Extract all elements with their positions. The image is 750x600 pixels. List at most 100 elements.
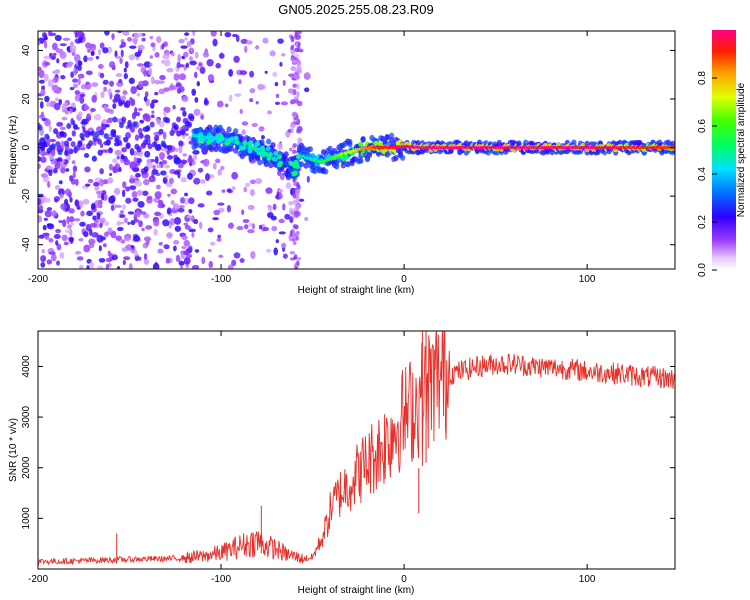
heatmap-cell xyxy=(148,67,153,76)
heatmap-cell xyxy=(183,239,190,247)
heatmap-cell xyxy=(46,223,55,230)
heatmap-cell xyxy=(70,141,76,148)
heatmap-cell xyxy=(193,108,201,116)
colorbar-tick-label: 0.4 xyxy=(697,167,708,181)
colorbar: 0.0 0.2 0.4 0.6 0.8 Normalized spectral ampl… xyxy=(697,30,747,277)
heatmap-cell xyxy=(180,177,187,183)
heatmap-cell xyxy=(111,254,119,261)
heatmap-cell xyxy=(46,166,54,170)
heatmap-cell xyxy=(287,88,294,94)
heatmap-cell xyxy=(59,252,65,259)
heatmap-cell xyxy=(187,157,194,164)
heatmap-cell xyxy=(243,186,248,193)
heatmap-cell xyxy=(251,145,257,151)
heatmap-cell xyxy=(290,35,295,43)
heatmap-cell xyxy=(345,161,351,168)
heatmap-cell xyxy=(276,142,284,151)
heatmap-cell xyxy=(138,132,144,139)
heatmap-cell xyxy=(121,116,127,123)
heatmap-cell xyxy=(296,181,300,189)
heatmap-cell xyxy=(523,139,529,146)
heatmap-cell xyxy=(105,257,113,263)
heatmap-cell xyxy=(231,259,237,267)
y-tick-label: -40 xyxy=(21,237,32,252)
heatmap-cell xyxy=(121,41,127,48)
heatmap-cell xyxy=(244,182,251,187)
heatmap-cell xyxy=(184,37,188,41)
heatmap-cell xyxy=(183,222,189,226)
heatmap-cell xyxy=(61,141,65,149)
heatmap-cell xyxy=(296,100,303,107)
heatmap-cell xyxy=(212,38,218,47)
heatmap-cell xyxy=(255,100,259,105)
heatmap-cell xyxy=(93,113,102,121)
heatmap-cell xyxy=(162,131,167,140)
heatmap-cell xyxy=(224,32,232,38)
heatmap-cell xyxy=(82,105,90,110)
heatmap-cell xyxy=(184,32,190,36)
heatmap-cell xyxy=(122,181,127,189)
heatmap-cell xyxy=(297,41,301,47)
heatmap-cell xyxy=(142,190,149,196)
heatmap-cell xyxy=(289,73,293,78)
heatmap-cell xyxy=(118,166,122,173)
heatmap-cell xyxy=(123,67,127,73)
heatmap-cell xyxy=(296,63,301,68)
heatmap-cell xyxy=(184,192,188,197)
heatmap-cell xyxy=(168,85,175,91)
x-tick-label: 100 xyxy=(579,574,596,585)
heatmap-cell xyxy=(74,54,81,63)
heatmap-cell xyxy=(188,228,196,233)
heatmap-cell xyxy=(175,82,182,88)
heatmap-cell xyxy=(72,78,79,83)
heatmap-cell xyxy=(144,91,149,98)
heatmap-cell xyxy=(64,140,70,147)
heatmap-cell xyxy=(66,46,70,51)
heatmap-cell xyxy=(118,122,124,129)
heatmap-cell xyxy=(72,83,78,89)
heatmap-cell xyxy=(91,94,97,103)
heatmap-cell xyxy=(296,256,302,261)
heatmap-cell xyxy=(209,137,215,143)
heatmap-cell xyxy=(290,127,294,133)
heatmap-cell xyxy=(44,95,50,103)
heatmap-cell xyxy=(65,188,71,196)
heatmap-cell xyxy=(90,108,96,113)
heatmap-cell xyxy=(112,116,118,123)
heatmap-cell xyxy=(165,175,169,179)
heatmap-cell xyxy=(103,86,108,92)
heatmap-cell xyxy=(42,141,48,148)
x-tick-label: -200 xyxy=(28,574,48,585)
heatmap-cell xyxy=(150,76,155,85)
heatmap-cell xyxy=(294,47,300,53)
heatmap-cell xyxy=(292,74,298,80)
heatmap-cell xyxy=(132,197,139,202)
heatmap-cell xyxy=(270,215,277,221)
heatmap-cell xyxy=(167,144,173,151)
heatmap-cell xyxy=(86,265,90,269)
heatmap-cell xyxy=(121,147,127,153)
heatmap-cell xyxy=(294,266,298,269)
heatmap-cell xyxy=(278,231,286,235)
heatmap-cell xyxy=(38,215,43,223)
heatmap-noise-layer xyxy=(38,31,311,269)
heatmap-cell xyxy=(145,125,151,132)
heatmap-cell xyxy=(296,31,303,35)
heatmap-cell xyxy=(267,205,273,212)
heatmap-cell xyxy=(50,160,55,165)
heatmap-cell xyxy=(67,137,73,142)
heatmap-cell xyxy=(133,156,138,164)
heatmap-cell xyxy=(206,59,214,67)
heatmap-cell xyxy=(216,138,222,144)
heatmap-cell xyxy=(56,260,60,266)
heatmap-cell xyxy=(82,198,90,205)
heatmap-cell xyxy=(47,79,54,88)
heatmap-cell xyxy=(146,195,153,201)
heatmap-cell xyxy=(99,129,105,136)
heatmap-cell xyxy=(265,248,272,253)
heatmap-cell xyxy=(278,218,285,224)
heatmap-cell xyxy=(172,245,177,252)
heatmap-cell xyxy=(44,118,51,127)
heatmap-cell xyxy=(234,139,240,145)
heatmap-cell xyxy=(96,190,104,195)
